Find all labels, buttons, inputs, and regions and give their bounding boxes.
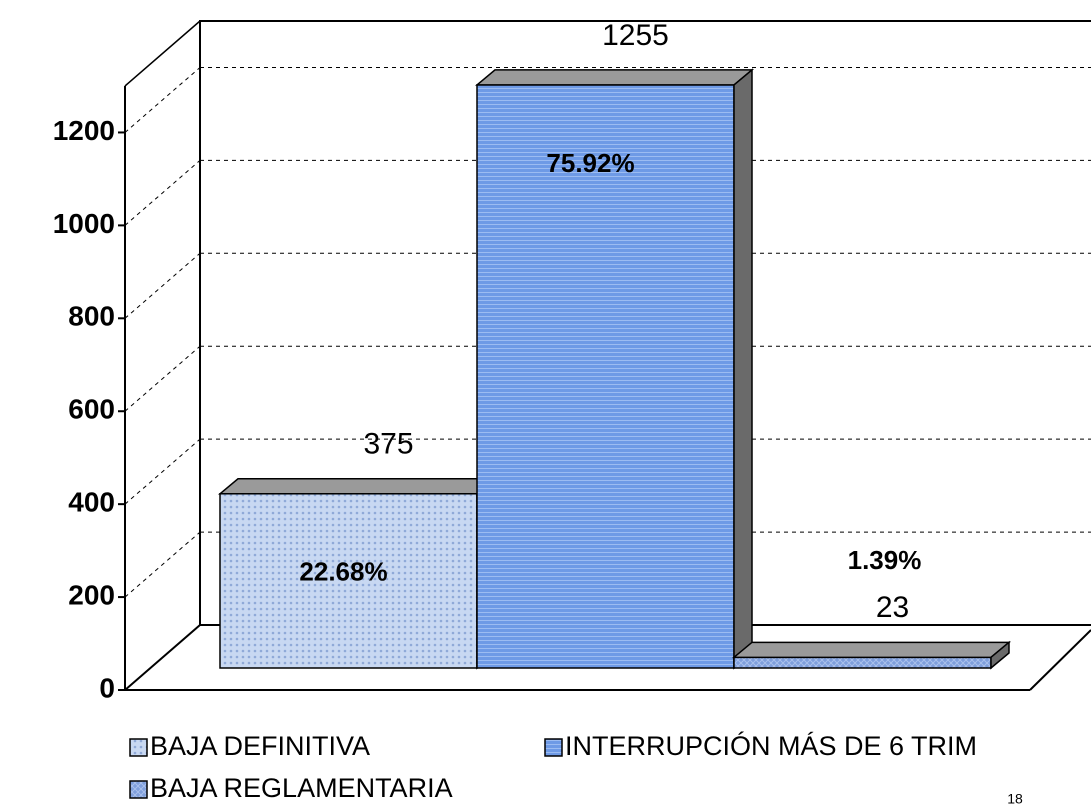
legend-label: BAJA REGLAMENTARIA [150, 773, 453, 803]
legend-swatch [129, 780, 148, 799]
value-label: 1255 [602, 19, 669, 52]
bar-top [731, 641, 1012, 659]
bar-top [217, 478, 498, 495]
legend-label: BAJA DEFINITIVA [150, 731, 370, 761]
legend-label: INTERRUPCIÓN MÁS DE 6 TRIM [565, 730, 977, 761]
floor-left [124, 624, 201, 691]
grid-line [124, 67, 201, 133]
y-tick-label: 1000 [53, 208, 115, 239]
grid-line [124, 531, 201, 598]
value-label: 375 [363, 428, 413, 461]
y-tick-label: 0 [99, 672, 115, 703]
grid-line [124, 345, 201, 412]
y-tick-label: 400 [68, 487, 115, 518]
floor-edge [1029, 629, 1091, 691]
grid-line [124, 160, 201, 226]
grid-line [124, 252, 201, 319]
page-number: 18 [1007, 791, 1023, 807]
legend-swatch [544, 738, 563, 757]
y-tick-label: 200 [68, 579, 115, 610]
share-label: 22.68% [299, 557, 387, 587]
share-label: 75.92% [546, 148, 634, 178]
grid-line [124, 438, 201, 505]
value-label: 23 [876, 591, 909, 624]
share-label: 1.39% [848, 545, 922, 575]
y-tick-label: 600 [68, 394, 115, 425]
left-wall-top [124, 20, 201, 87]
bar-side [990, 640, 1010, 670]
y-tick-label: 1200 [53, 115, 115, 146]
y-tick-label: 800 [68, 301, 115, 332]
bar [733, 656, 992, 669]
bar-top [474, 69, 755, 86]
bar-side [733, 68, 753, 670]
legend-swatch [129, 738, 148, 757]
